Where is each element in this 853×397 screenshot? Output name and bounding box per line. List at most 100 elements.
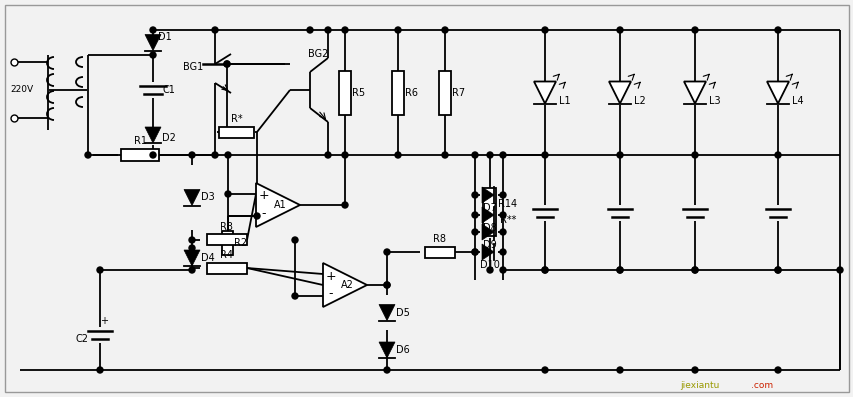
Polygon shape xyxy=(608,81,630,104)
Polygon shape xyxy=(481,207,493,223)
Bar xyxy=(438,71,450,114)
Circle shape xyxy=(616,152,623,158)
Circle shape xyxy=(395,152,401,158)
Text: D10: D10 xyxy=(479,260,499,270)
Circle shape xyxy=(212,27,218,33)
Circle shape xyxy=(499,152,506,158)
Circle shape xyxy=(774,267,780,273)
Circle shape xyxy=(472,152,478,158)
Polygon shape xyxy=(322,263,367,307)
Polygon shape xyxy=(379,342,395,358)
Circle shape xyxy=(85,152,91,158)
Bar xyxy=(223,231,233,255)
Circle shape xyxy=(691,267,697,273)
Circle shape xyxy=(341,27,347,33)
Circle shape xyxy=(395,27,401,33)
Text: D8: D8 xyxy=(483,223,496,233)
Circle shape xyxy=(499,249,506,255)
Text: +: + xyxy=(258,189,269,202)
Circle shape xyxy=(306,27,313,33)
Text: D5: D5 xyxy=(396,308,409,318)
Circle shape xyxy=(224,152,230,158)
Text: A1: A1 xyxy=(273,200,286,210)
Circle shape xyxy=(472,212,478,218)
Bar xyxy=(483,189,496,237)
Circle shape xyxy=(836,267,842,273)
Circle shape xyxy=(542,367,548,373)
Text: D2: D2 xyxy=(162,133,176,143)
Text: D1: D1 xyxy=(158,32,171,42)
Circle shape xyxy=(499,267,506,273)
Text: jiexiantu: jiexiantu xyxy=(680,380,719,389)
Polygon shape xyxy=(183,189,200,206)
Text: R**: R** xyxy=(499,216,515,225)
Circle shape xyxy=(325,27,331,33)
Text: L2: L2 xyxy=(634,96,645,106)
Text: BG2: BG2 xyxy=(307,49,328,59)
Circle shape xyxy=(150,27,156,33)
Text: C1: C1 xyxy=(162,85,175,95)
Text: D3: D3 xyxy=(201,193,215,202)
Circle shape xyxy=(189,237,194,243)
Polygon shape xyxy=(481,244,493,260)
Polygon shape xyxy=(683,81,705,104)
Circle shape xyxy=(97,367,103,373)
Polygon shape xyxy=(379,304,395,320)
Circle shape xyxy=(542,27,548,33)
Circle shape xyxy=(691,152,697,158)
Circle shape xyxy=(542,267,548,273)
Circle shape xyxy=(774,267,780,273)
Text: L4: L4 xyxy=(792,96,803,106)
Circle shape xyxy=(542,152,548,158)
Circle shape xyxy=(499,212,506,218)
Polygon shape xyxy=(145,127,161,143)
Polygon shape xyxy=(481,187,493,203)
Circle shape xyxy=(97,267,103,273)
Circle shape xyxy=(384,282,390,288)
Circle shape xyxy=(499,229,506,235)
Circle shape xyxy=(616,27,623,33)
Circle shape xyxy=(472,249,478,255)
Text: R2: R2 xyxy=(235,238,247,248)
Circle shape xyxy=(150,52,156,58)
Circle shape xyxy=(341,202,347,208)
Polygon shape xyxy=(145,35,161,50)
Circle shape xyxy=(774,367,780,373)
Bar xyxy=(121,149,160,161)
Polygon shape xyxy=(533,81,555,104)
Text: D4: D4 xyxy=(201,253,215,263)
Text: R3: R3 xyxy=(220,222,233,232)
Text: -: - xyxy=(328,287,333,301)
Bar xyxy=(425,247,455,258)
Circle shape xyxy=(189,152,194,158)
Bar xyxy=(206,262,247,274)
Polygon shape xyxy=(256,183,299,227)
Circle shape xyxy=(150,152,156,158)
Text: C2: C2 xyxy=(75,334,89,344)
Circle shape xyxy=(472,192,478,198)
Bar xyxy=(392,71,403,114)
Text: R4: R4 xyxy=(220,250,233,260)
Text: D7: D7 xyxy=(483,203,496,213)
Circle shape xyxy=(223,61,229,67)
Circle shape xyxy=(442,152,448,158)
Text: D9: D9 xyxy=(483,240,496,250)
Circle shape xyxy=(189,245,194,251)
Circle shape xyxy=(691,27,697,33)
Circle shape xyxy=(189,267,194,273)
Text: 220V: 220V xyxy=(10,85,33,94)
Polygon shape xyxy=(481,224,493,240)
Polygon shape xyxy=(766,81,788,104)
Text: R7: R7 xyxy=(452,87,465,98)
Circle shape xyxy=(691,267,697,273)
Circle shape xyxy=(292,237,298,243)
Circle shape xyxy=(292,293,298,299)
Circle shape xyxy=(325,152,331,158)
Text: L1: L1 xyxy=(559,96,570,106)
Text: R5: R5 xyxy=(352,87,365,98)
Circle shape xyxy=(341,152,347,158)
Circle shape xyxy=(616,267,623,273)
Circle shape xyxy=(486,267,492,273)
Bar xyxy=(339,71,351,114)
Circle shape xyxy=(616,367,623,373)
